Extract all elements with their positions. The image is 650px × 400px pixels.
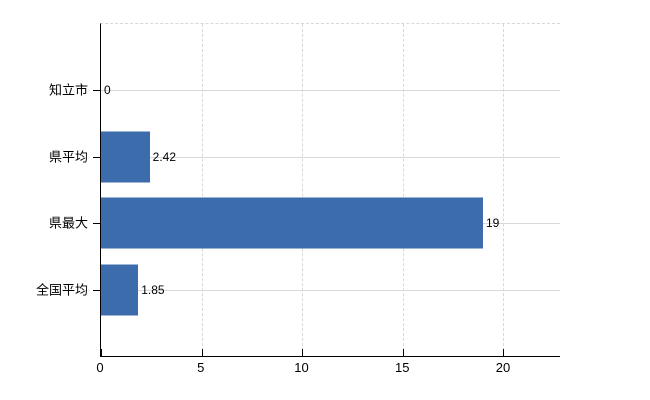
y-axis-tick: [93, 156, 100, 158]
x-axis-labels: 0 5 10 15 20: [96, 360, 560, 381]
y-axis-tick: [93, 223, 100, 225]
y-axis-labels: 知立市県平均県最大全国平均: [0, 23, 100, 357]
gridline-horizontal: [101, 289, 560, 291]
value-label: 2.42: [152, 149, 176, 164]
x-tick-label: 0: [96, 360, 104, 375]
x-axis-tick: [503, 349, 505, 356]
gridline-vertical: [201, 24, 203, 356]
category-label: 知立市: [48, 82, 88, 98]
x-tick-label: 15: [394, 360, 410, 375]
bar-4: [101, 264, 139, 316]
gridline-vertical: [402, 24, 404, 356]
category-label: 全国平均: [35, 282, 88, 298]
bar-2: [101, 131, 150, 183]
value-label: 1.85: [141, 282, 165, 297]
x-axis-tick: [101, 349, 102, 356]
y-axis-tick: [93, 90, 100, 92]
x-tick-label: 5: [197, 360, 205, 375]
value-label: 0: [104, 83, 111, 98]
x-axis-tick: [302, 349, 304, 356]
gridline-horizontal: [101, 90, 560, 92]
x-axis-tick: [201, 349, 203, 356]
gridline-vertical: [503, 24, 505, 356]
x-tick-label: 10: [294, 360, 309, 375]
category-label: 県平均: [48, 149, 88, 165]
plot-area: 0 2.42 19 1.85: [93, 23, 560, 357]
value-label: 19: [485, 216, 500, 231]
gridline-vertical: [302, 24, 304, 356]
bar-3: [101, 197, 483, 249]
category-label: 県最大: [48, 215, 88, 231]
x-tick-label: 20: [495, 360, 511, 375]
gridline-horizontal: [101, 156, 560, 158]
y-axis-tick: [93, 289, 100, 291]
x-axis-tick: [402, 349, 404, 356]
